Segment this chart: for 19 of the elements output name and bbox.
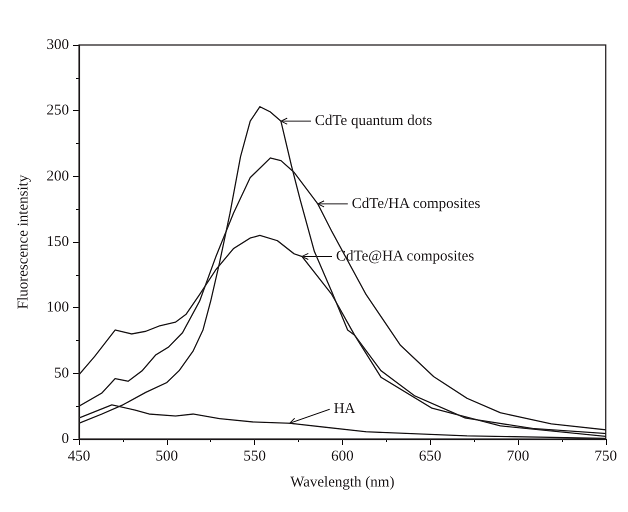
x-tick-label: 650 [418,448,442,464]
y-tick-label: 0 [62,431,69,447]
y-tick-label: 250 [46,102,69,119]
x-tick-label: 450 [68,448,90,464]
y-tick-label: 150 [46,234,69,250]
x-tick-label: 500 [156,448,178,464]
annotation: HA [334,401,356,418]
x-axis-title: Wavelength (nm) [290,474,394,490]
x-tick-label: 600 [331,448,354,464]
y-tick-label: 50 [54,365,69,382]
y-tick-label: 200 [46,168,69,184]
y-tick-label: 100 [46,300,69,316]
x-tick-label: 550 [243,448,266,464]
annotation: CdTe quantum dots [314,113,432,130]
y-axis-title: Fluorescence intensity [16,174,32,310]
y-tick-label: 300 [46,37,69,53]
x-tick-label: 700 [506,448,530,464]
annotation: CdTe/HA composites [352,196,480,212]
x-tick-label: 750 [594,448,617,464]
